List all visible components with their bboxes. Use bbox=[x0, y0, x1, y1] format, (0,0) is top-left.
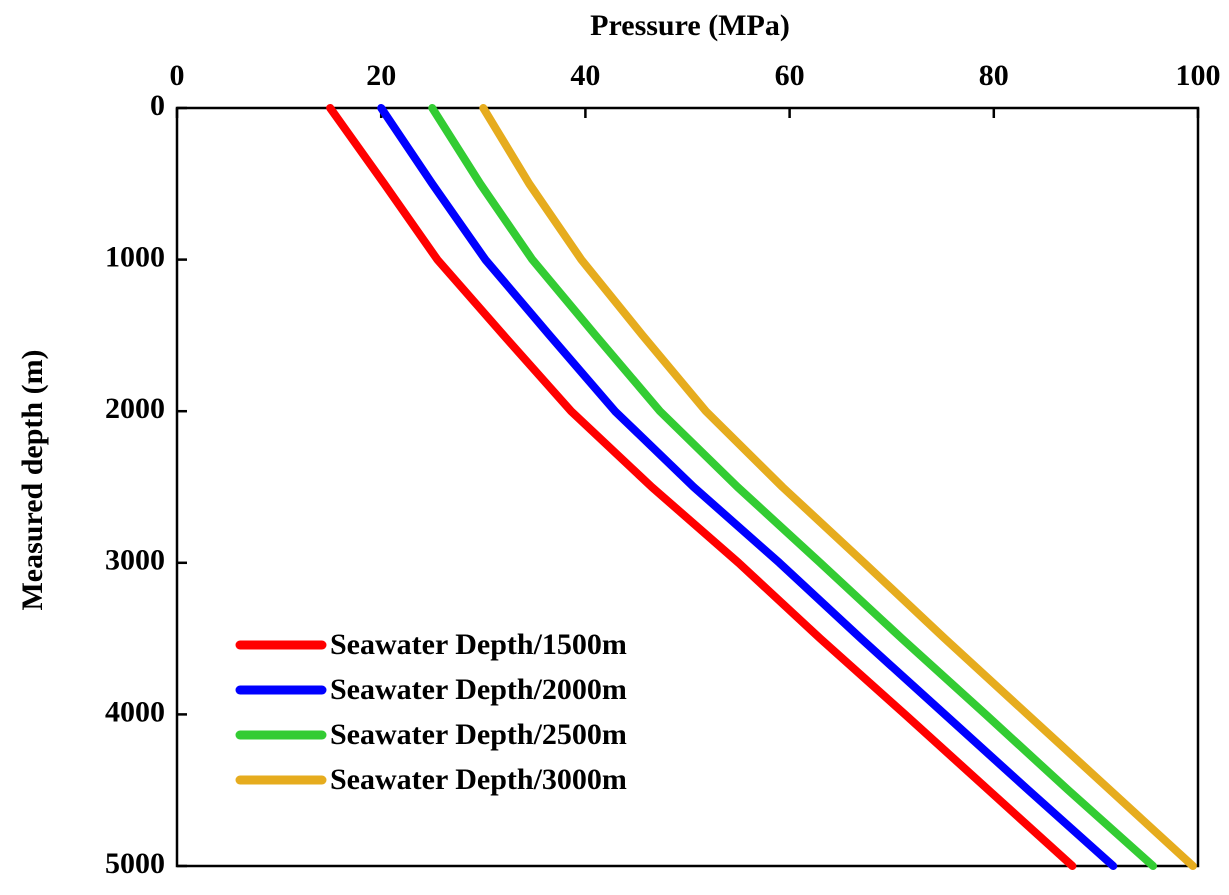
x-tick-label: 20 bbox=[366, 59, 396, 92]
series-line bbox=[377, 104, 1118, 870]
x-axis-title: Pressure (MPa) bbox=[590, 9, 790, 42]
y-tick-label: 0 bbox=[150, 89, 165, 122]
x-tick-label: 40 bbox=[570, 59, 600, 92]
y-tick-label: 3000 bbox=[105, 544, 165, 577]
y-tick-label: 2000 bbox=[105, 392, 165, 425]
legend-label: Seawater Depth/1500m bbox=[330, 628, 627, 661]
y-tick-label: 5000 bbox=[105, 847, 165, 880]
series-line bbox=[326, 104, 1077, 870]
legend-label: Seawater Depth/3000m bbox=[330, 763, 627, 796]
x-tick-label: 0 bbox=[170, 59, 185, 92]
y-tick-label: 4000 bbox=[105, 695, 165, 728]
x-tick-label: 60 bbox=[775, 59, 805, 92]
y-tick-label: 1000 bbox=[105, 240, 165, 273]
series-line bbox=[428, 104, 1158, 870]
y-axis-title: Measured depth (m) bbox=[16, 349, 49, 610]
plot-frame bbox=[175, 106, 1200, 868]
series-line bbox=[479, 104, 1197, 870]
legend-label: Seawater Depth/2500m bbox=[330, 718, 627, 751]
legend-label: Seawater Depth/2000m bbox=[330, 673, 627, 706]
x-tick-label: 100 bbox=[1176, 59, 1221, 92]
x-tick-label: 80 bbox=[979, 59, 1009, 92]
